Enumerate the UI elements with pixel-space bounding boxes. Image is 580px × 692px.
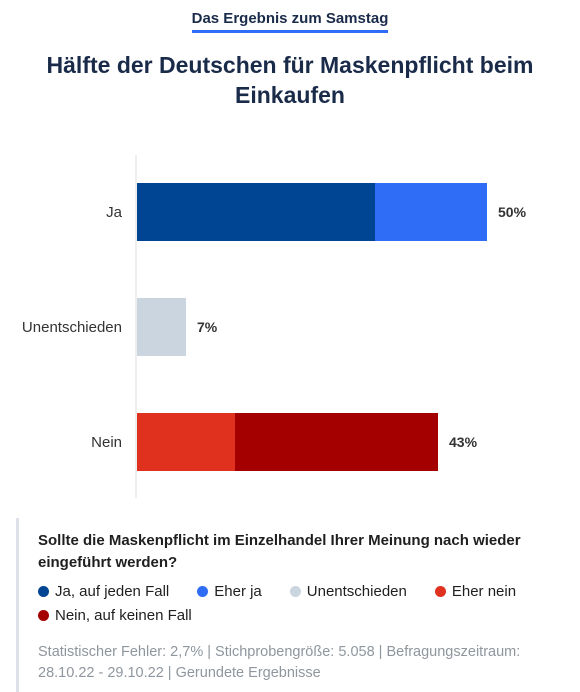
legend-box: Sollte die Maskenpflicht im Einzelhandel… [16,518,580,692]
legend-swatch-icon [38,610,49,621]
legend-item[interactable]: Eher nein [434,582,517,602]
legend: Ja, auf jeden Fall Eher ja Unentschieden Eh… [38,582,573,630]
legend-label: Ja, auf jeden Fall [55,583,170,600]
legend-label: Eher nein [451,583,517,600]
legend-label: Nein, auf keinen Fall [55,607,192,624]
survey-question: Sollte die Maskenpflicht im Einzelhandel… [38,532,521,571]
bar-chart: Ja 50% Unentschieden 7% Nein 43% [22,155,527,498]
bar-segment[interactable] [137,413,235,471]
legend-item[interactable]: Eher ja [197,582,262,602]
legend-label: Eher ja [214,583,262,600]
legend-item[interactable]: Ja, auf jeden Fall [38,582,169,602]
category-label: Nein [91,434,122,451]
category-label: Ja [106,204,123,221]
bar-segment[interactable] [137,183,375,241]
legend-label: Unentschieden [306,583,407,600]
bar-segment[interactable] [375,183,487,241]
legend-swatch-icon [197,586,209,597]
legend-item[interactable]: Unentschieden [289,582,407,602]
legend-swatch-icon [289,586,301,597]
kicker-wrapper: Das Ergebnis zum Samstag [0,10,580,33]
footnote: Statistischer Fehler: 2,7% | Stichproben… [38,644,521,681]
total-label: 50% [498,204,527,220]
chart-title: Hälfte der Deutschen für Maskenpflicht b… [46,52,534,108]
bar-segment[interactable] [235,413,438,471]
legend-swatch-icon [38,586,49,597]
bar-segment[interactable] [137,298,186,356]
category-label: Unentschieden [22,319,122,336]
kicker-link[interactable]: Das Ergebnis zum Samstag [191,10,389,33]
legend-swatch-icon [434,586,446,597]
total-label: 7% [197,319,218,335]
legend-item[interactable]: Nein, auf keinen Fall [38,606,192,626]
total-label: 43% [449,434,478,450]
